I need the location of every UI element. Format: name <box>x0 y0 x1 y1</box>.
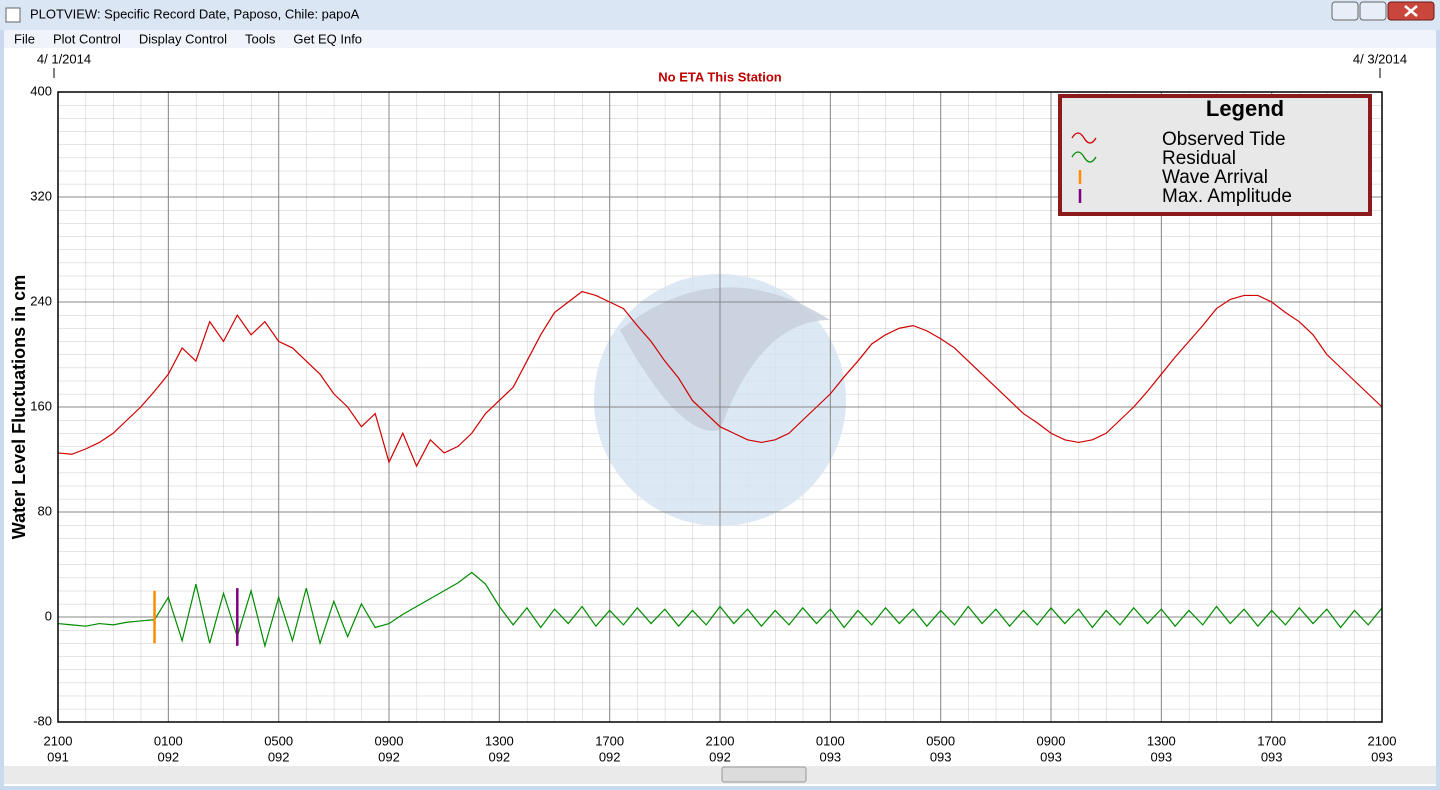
legend-swatch <box>1071 151 1097 163</box>
x-tick-day: 092 <box>268 749 290 764</box>
x-tick-label: 0100 <box>816 733 845 748</box>
menu-item[interactable]: Plot Control <box>53 31 121 46</box>
legend-label: Max. Amplitude <box>1162 186 1292 207</box>
legend-label: Wave Arrival <box>1162 167 1268 188</box>
y-tick-label: 160 <box>30 398 52 413</box>
legend-box <box>1058 94 1372 216</box>
legend-swatch <box>1071 132 1097 144</box>
x-tick-label: 2100 <box>706 733 735 748</box>
scrollbar[interactable] <box>4 766 1436 784</box>
x-tick-label: 2100 <box>1368 733 1397 748</box>
x-tick-label: 0900 <box>375 733 404 748</box>
app-icon <box>5 7 21 23</box>
x-tick-label: 0900 <box>1037 733 1066 748</box>
legend-title: Legend <box>1206 96 1284 121</box>
x-tick-day: 093 <box>1371 749 1393 764</box>
y-tick-label: 80 <box>38 503 52 518</box>
scrollbar-thumb[interactable] <box>721 766 807 783</box>
end-date: 4/ 3/2014 <box>1353 51 1407 66</box>
y-tick-label: 320 <box>30 188 52 203</box>
y-tick-label: 400 <box>30 83 52 98</box>
window-title: PLOTVIEW: Specific Record Date, Paposo, … <box>30 6 360 21</box>
x-tick-day: 093 <box>819 749 841 764</box>
x-tick-label: 0500 <box>926 733 955 748</box>
x-tick-day: 093 <box>1040 749 1062 764</box>
title-bar <box>0 0 1440 30</box>
x-tick-label: 0100 <box>154 733 183 748</box>
series-line <box>57 290 1383 468</box>
y-axis-title: Water Level Fluctuations in cm <box>9 275 29 539</box>
subtitle: No ETA This Station <box>658 69 782 84</box>
close-icon <box>1404 5 1418 17</box>
legend-label: Observed Tide <box>1162 129 1286 150</box>
x-tick-day: 092 <box>599 749 621 764</box>
x-tick-day: 092 <box>378 749 400 764</box>
legend-label: Residual <box>1162 148 1236 169</box>
series-line <box>57 571 1383 649</box>
menu-item[interactable]: Tools <box>245 31 276 46</box>
menu-item[interactable]: Get EQ Info <box>293 31 362 46</box>
x-tick-day: 093 <box>1150 749 1172 764</box>
x-tick-day: 092 <box>488 749 510 764</box>
maximize-button[interactable] <box>1359 1 1387 21</box>
plot-frame <box>57 91 1383 723</box>
menu-bar <box>4 30 1436 48</box>
x-tick-label: 1700 <box>595 733 624 748</box>
x-tick-day: 091 <box>47 749 69 764</box>
x-tick-label: 1300 <box>485 733 514 748</box>
y-tick-label: -80 <box>33 713 52 728</box>
watermark-bird <box>620 287 830 431</box>
x-tick-label: 2100 <box>44 733 73 748</box>
minimize-button[interactable] <box>1331 1 1359 21</box>
x-tick-day: 092 <box>157 749 179 764</box>
x-tick-label: 1700 <box>1257 733 1286 748</box>
menu-item[interactable]: File <box>14 31 35 46</box>
y-tick-label: 240 <box>30 293 52 308</box>
x-tick-day: 092 <box>709 749 731 764</box>
x-tick-day: 093 <box>1261 749 1283 764</box>
y-tick-label: 0 <box>45 608 52 623</box>
x-tick-label: 0500 <box>264 733 293 748</box>
menu-item[interactable]: Display Control <box>139 31 227 46</box>
menu: File Plot Control Display Control Tools Get … <box>14 31 362 46</box>
start-date: 4/ 1/2014 <box>37 51 91 66</box>
x-tick-label: 1300 <box>1147 733 1176 748</box>
x-tick-day: 093 <box>930 749 952 764</box>
